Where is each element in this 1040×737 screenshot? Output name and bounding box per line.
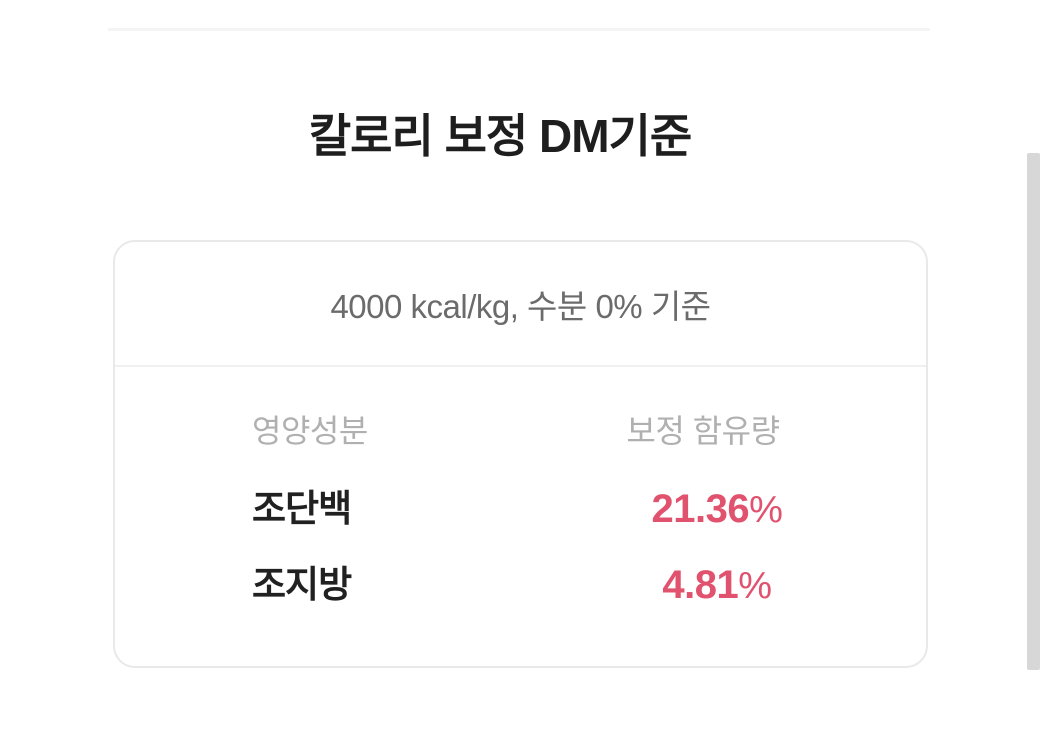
column-header-nutrient: 영양성분: [252, 413, 368, 449]
table-row-crude-fat: 조지방 4.81%: [115, 562, 926, 608]
percent-unit: %: [749, 488, 783, 531]
nutrient-table: 영양성분 보정 함유량 조단백 21.36% 조지방 4.81%: [115, 367, 926, 608]
card-divider: [115, 365, 926, 367]
nutrient-amount: 21.36%: [480, 486, 926, 533]
calorie-basis-label: 4000 kcal/kg, 수분 0% 기준: [330, 287, 711, 325]
nutrient-amount: 4.81%: [480, 562, 926, 609]
dm-basis-card: 4000 kcal/kg, 수분 0% 기준 영양성분 보정 함유량 조단백 2…: [113, 240, 928, 668]
scrollbar-thumb[interactable]: [1027, 153, 1040, 670]
table-header-row: 영양성분 보정 함유량: [115, 411, 926, 451]
nutrient-name: 조지방: [252, 564, 352, 605]
nutrient-value: 4.81: [662, 562, 739, 607]
page-title: 칼로리 보정 DM기준: [308, 110, 692, 162]
table-row-crude-protein: 조단백 21.36%: [115, 486, 926, 532]
nutrient-name: 조단백: [252, 488, 352, 529]
top-section-divider: [108, 28, 930, 31]
percent-unit: %: [738, 564, 772, 607]
nutrient-value: 21.36: [651, 486, 750, 531]
column-header-amount: 보정 함유량: [626, 413, 780, 449]
